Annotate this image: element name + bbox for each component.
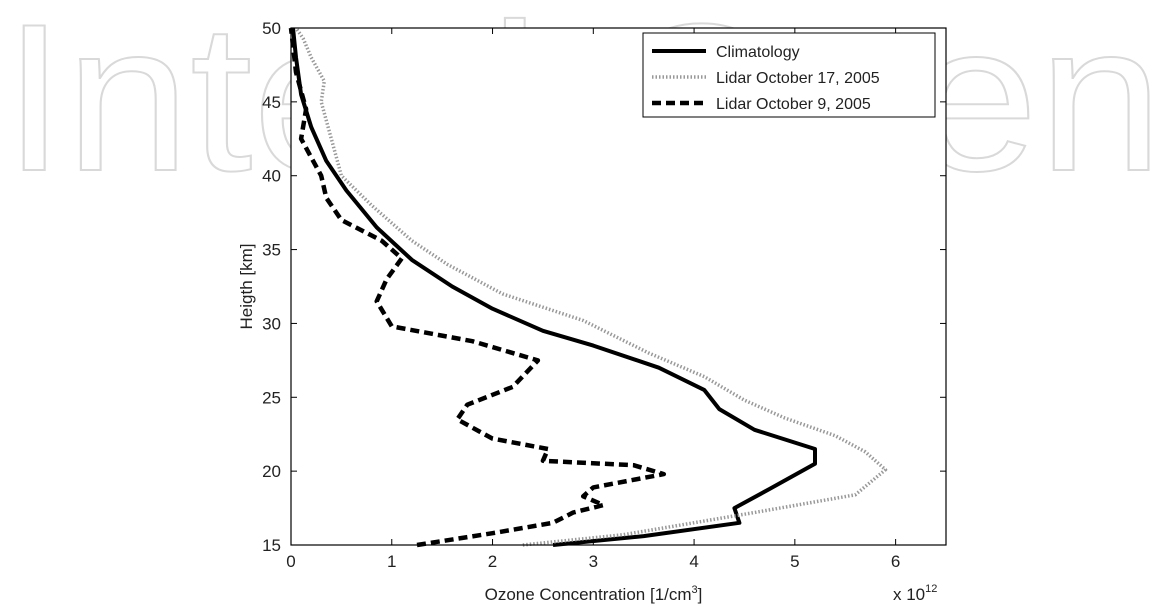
x-tick-label: 5 <box>790 552 799 571</box>
y-tick-label: 20 <box>262 462 281 481</box>
legend-label-1: Climatology <box>716 44 800 61</box>
y-tick-label: 25 <box>262 388 281 407</box>
y-tick-label: 45 <box>262 93 281 112</box>
series-line-1 <box>291 27 817 547</box>
y-tick-label: 15 <box>262 536 281 555</box>
y-tick-label: 30 <box>262 314 281 333</box>
y-axis-label: Heigth [km] <box>237 244 256 330</box>
x-tick-label: 3 <box>589 552 598 571</box>
plot-frame <box>290 27 947 546</box>
series-line-2 <box>294 27 888 547</box>
x-tick-label: 1 <box>387 552 396 571</box>
x-tick-label: 0 <box>286 552 295 571</box>
y-tick-label: 35 <box>262 241 281 260</box>
series-line-3 <box>288 27 667 548</box>
y-tick-label: 40 <box>262 167 281 186</box>
x-tick-label: 6 <box>891 552 900 571</box>
x-axis-multiplier: x 1012 <box>893 583 937 604</box>
legend-label-3: Lidar October 9, 2005 <box>716 96 871 113</box>
x-tick-label: 4 <box>689 552 698 571</box>
legend-label-2: Lidar October 17, 2005 <box>716 70 880 87</box>
legend-box <box>642 32 936 118</box>
x-tick-label: 2 <box>488 552 497 571</box>
legend: Climatology Lidar October 17, 2005 Lidar O… <box>642 32 936 118</box>
y-tick-label: 50 <box>262 19 281 38</box>
x-axis-label: Ozone Concentration [1/cm3] <box>485 584 703 604</box>
